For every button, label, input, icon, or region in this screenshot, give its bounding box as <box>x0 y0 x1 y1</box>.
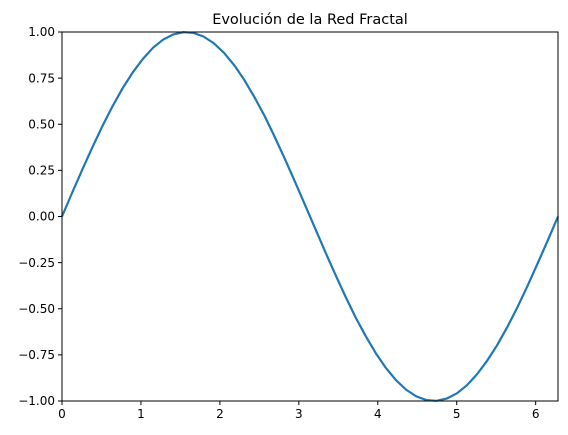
x-tick-label: 2 <box>216 407 224 421</box>
y-tick-label: 0.50 <box>28 117 55 131</box>
x-tick-label: 0 <box>58 407 66 421</box>
chart-title: Evolución de la Red Fractal <box>212 12 408 28</box>
y-tick-label: −0.25 <box>18 256 55 270</box>
y-tick-label: −0.50 <box>18 302 55 316</box>
x-tick-label: 1 <box>137 407 145 421</box>
x-tick-label: 4 <box>374 407 382 421</box>
series-line-0 <box>60 31 560 402</box>
x-tick-label: 3 <box>295 407 303 421</box>
axes: 0 1 2 3 4 5 6 1.00 0.75 0.50 0.25 0.00 −0.25 −0.50 −0.… <box>18 25 559 421</box>
y-tick-label: −0.75 <box>18 348 55 362</box>
x-tick-label: 6 <box>532 407 540 421</box>
x-tick-label: 5 <box>453 407 461 421</box>
y-tick-label: 0.25 <box>28 164 55 178</box>
y-tick-label: 1.00 <box>28 25 55 39</box>
y-tick-label: 0.00 <box>28 210 55 224</box>
y-tick-label: 0.75 <box>28 71 55 85</box>
y-tick-label: −1.00 <box>18 394 55 408</box>
plot-marks <box>60 31 560 402</box>
